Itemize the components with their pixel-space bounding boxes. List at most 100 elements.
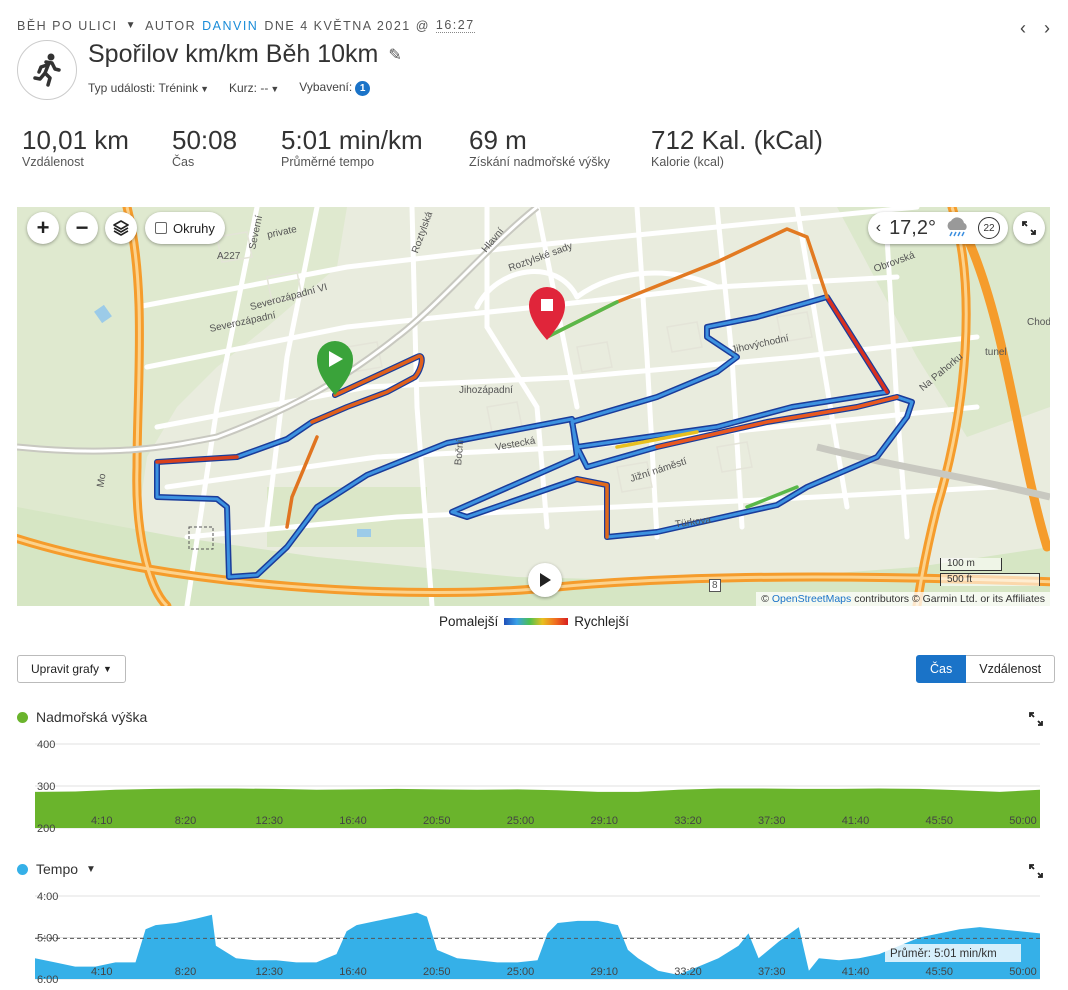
y-tick-label: 200	[37, 823, 55, 835]
y-tick-label: 5:00	[37, 933, 58, 945]
toggle-time[interactable]: Čas	[916, 655, 967, 683]
legend-gradient	[504, 618, 569, 625]
x-tick-label: 41:40	[842, 966, 870, 978]
caret-down-icon[interactable]: ▼	[86, 863, 96, 875]
stat-label: Získání nadmořské výšky	[469, 155, 611, 169]
laps-label: Okruhy	[173, 220, 215, 236]
stat-value: 50:08	[172, 125, 238, 155]
x-tick-label: 29:10	[590, 966, 618, 978]
x-tick-label: 50:00	[1009, 815, 1037, 827]
series-area	[35, 912, 1040, 979]
play-icon[interactable]	[528, 563, 562, 597]
scale-metric: 100 m	[940, 558, 1002, 571]
toggle-distance[interactable]: Vzdálenost	[966, 655, 1056, 683]
expand-icon[interactable]	[1029, 864, 1043, 878]
author-link[interactable]: danvin	[202, 18, 259, 33]
laps-toggle[interactable]: Okruhy	[145, 212, 225, 244]
map-attribution: © OpenStreetMaps contributors © Garmin L…	[756, 592, 1050, 606]
chevron-right-icon[interactable]: ›	[1044, 18, 1050, 38]
course[interactable]: Kurz: -- ▼	[229, 81, 279, 95]
zoom-out-button[interactable]: −	[66, 212, 98, 244]
activity-date: dne 4 května 2021 @	[264, 18, 430, 33]
pencil-icon[interactable]: ✎	[388, 46, 402, 64]
gear-label: Vybavení:	[299, 80, 353, 94]
caret-down-icon[interactable]: ▼	[125, 20, 138, 31]
stat-label: Průměrné tempo	[281, 155, 375, 169]
stat-avg-pace: 5:01 min/km Průměrné tempo	[281, 125, 423, 169]
x-tick-label: 25:00	[507, 966, 535, 978]
runner-icon	[17, 40, 77, 100]
stat-value: 5:01 min/km	[281, 125, 423, 155]
y-tick-label: 300	[37, 781, 55, 793]
course-label: Kurz:	[229, 81, 258, 95]
pace-title: Tempo	[36, 861, 79, 877]
stat-calories: 712 Kal. (kCal) Kalorie (kcal)	[651, 125, 823, 169]
cloud-rain-icon	[947, 217, 967, 237]
elevation-chart[interactable]: 400 300 200 4:10 8:20 12:30 16:40 20:50 25:00 29:…	[0, 735, 1068, 835]
x-tick-label: 16:40	[339, 966, 367, 978]
x-tick-label: 50:00	[1009, 966, 1037, 978]
series-area	[35, 788, 1040, 828]
weather-widget[interactable]: ‹ 17,2° 22	[867, 212, 1008, 244]
x-tick-label: 12:30	[255, 815, 283, 827]
gear-count-badge[interactable]: 1	[355, 81, 371, 96]
activity-title[interactable]: Spořilov km/km Běh 10km	[88, 40, 379, 68]
attribution-prefix: ©	[761, 593, 769, 605]
route-map[interactable]: private Severozápadní VI Severozápadní J…	[17, 207, 1050, 606]
zoom-in-button[interactable]: +	[27, 212, 59, 244]
activity-time: 16:27	[435, 18, 475, 33]
stat-label: Vzdálenost	[22, 155, 84, 169]
caret-down-icon: ▼	[200, 84, 209, 94]
event-type[interactable]: Typ události: Trénink ▼	[88, 81, 209, 95]
stat-label: Kalorie (kcal)	[651, 155, 724, 169]
x-tick-label: 16:40	[339, 815, 367, 827]
x-tick-label: 45:50	[925, 815, 953, 827]
pace-chart[interactable]: 4:00 5:00 6:00 4:10 8:20 12:30 16:40 20:50 25:00…	[0, 887, 1068, 990]
edit-graphs-button[interactable]: Upravit grafy ▼	[17, 655, 126, 683]
elevation-dot-icon	[17, 711, 28, 723]
layers-icon[interactable]	[105, 212, 137, 244]
x-tick-label: 33:20	[674, 966, 702, 978]
laps-checkbox[interactable]	[155, 222, 167, 234]
legend-faster: Rychlejší	[574, 614, 630, 629]
y-tick-label: 400	[37, 739, 55, 751]
x-tick-label: 8:20	[175, 815, 196, 827]
event-type-label: Typ události:	[88, 81, 156, 95]
wind-icon: 22	[978, 217, 1000, 239]
x-tick-label: 37:30	[758, 966, 786, 978]
chevron-left-icon[interactable]: ‹	[875, 219, 882, 236]
start-marker[interactable]	[317, 341, 353, 395]
x-tick-label: 29:10	[590, 815, 618, 827]
chevron-left-icon[interactable]: ‹	[1020, 18, 1026, 38]
event-type-value: Trénink	[158, 81, 199, 95]
x-tick-label: 37:30	[758, 815, 786, 827]
pace-legend: Pomalejší Rychlejší	[0, 614, 1068, 629]
fullscreen-icon[interactable]	[1013, 212, 1045, 244]
gear[interactable]: Vybavení: 1	[299, 80, 371, 96]
pace-dot-icon	[17, 863, 28, 875]
expand-icon[interactable]	[1029, 712, 1043, 726]
x-tick-label: 4:10	[91, 815, 112, 827]
x-tick-label: 4:10	[91, 966, 112, 978]
y-tick-label: 6:00	[37, 974, 58, 986]
x-tick-label: 12:30	[255, 966, 283, 978]
stat-time: 50:08 Čas	[172, 125, 237, 169]
map-scale: 100 m 500 ft	[940, 558, 1040, 586]
elevation-chart-header[interactable]: Nadmořská výška	[17, 709, 147, 725]
activity-type[interactable]: Běh po ulici	[17, 18, 118, 33]
average-label-bg	[885, 944, 1021, 962]
scale-imperial: 500 ft	[940, 573, 1040, 586]
author-prefix: Autor	[145, 18, 197, 33]
stat-value: 10,01 km	[22, 125, 129, 155]
course-value: --	[260, 81, 269, 95]
elevation-title: Nadmořská výška	[36, 709, 148, 725]
stat-value: 712 Kal. (kCal)	[651, 125, 823, 155]
caret-down-icon: ▼	[103, 664, 112, 674]
pace-chart-header[interactable]: Tempo ▼	[17, 861, 96, 877]
x-tick-label: 25:00	[507, 815, 535, 827]
x-tick-label: 8:20	[175, 966, 196, 978]
finish-marker[interactable]	[529, 287, 565, 340]
x-tick-label: 20:50	[423, 966, 451, 978]
osm-link[interactable]: OpenStreetMaps	[771, 593, 852, 605]
map-canvas[interactable]	[17, 207, 1050, 606]
